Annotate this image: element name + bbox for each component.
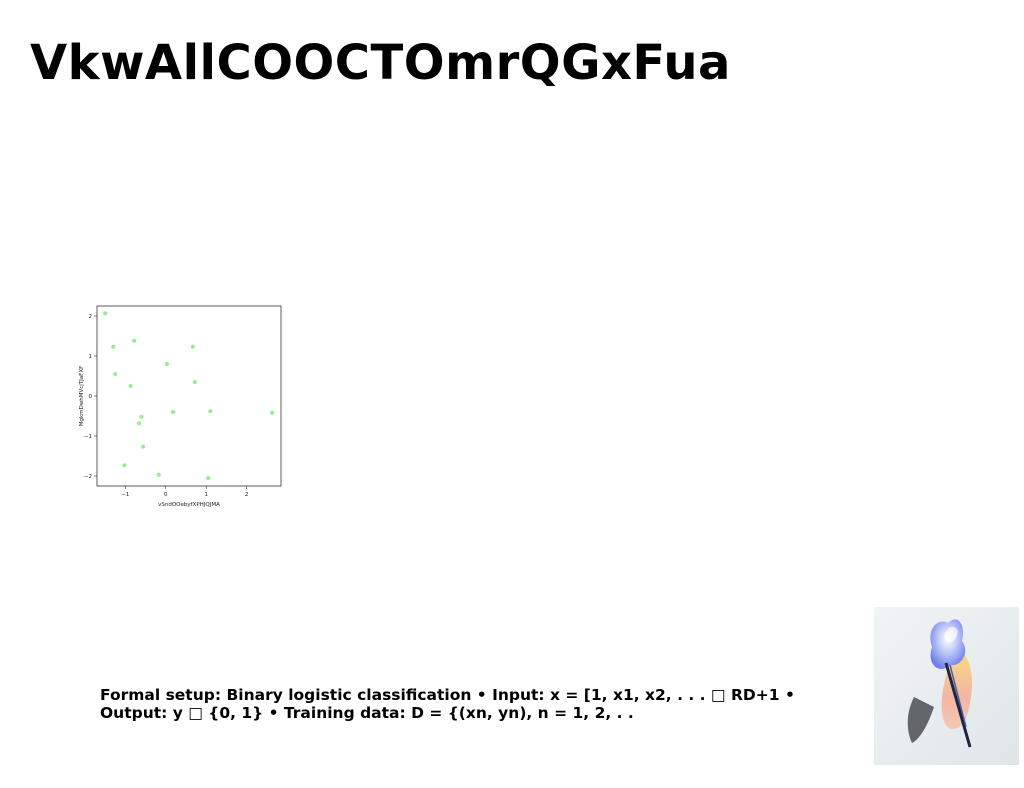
y-tick-label: 2 <box>89 314 93 320</box>
y-tick-label: 0 <box>89 394 93 400</box>
plot-frame <box>96 305 282 487</box>
y-tick-label: −1 <box>84 434 92 440</box>
scatter-chart: 2 1 0 −1 −2 −1 0 1 2 vSndOOebyfXPHJQJMA MgkmDwh… <box>72 296 292 512</box>
scatter-point <box>164 362 169 366</box>
x-tick-label: 1 <box>204 492 208 498</box>
data-points <box>103 311 275 480</box>
x-axis-label: vSndOOebyfXPHJQJMA <box>158 502 220 508</box>
scatter-point <box>139 414 144 419</box>
scatter-point <box>113 372 118 376</box>
x-tick-label: 2 <box>245 492 249 498</box>
scatter-point <box>171 410 176 414</box>
scatter-point <box>122 463 127 468</box>
scatter-point <box>208 409 213 414</box>
y-axis: 2 1 0 −1 −2 <box>84 314 97 480</box>
scatter-chart-svg: 2 1 0 −1 −2 −1 0 1 2 vSndOOebyfXPHJQJMA MgkmDwh… <box>79 305 282 508</box>
scatter-point <box>206 476 211 480</box>
scatter-point <box>103 311 108 316</box>
x-tick-label: 0 <box>164 492 168 498</box>
scatter-point <box>192 380 197 384</box>
y-tick-label: −2 <box>84 474 92 480</box>
scatter-point <box>141 444 146 449</box>
scatter-point <box>128 384 133 388</box>
scatter-point <box>132 338 137 343</box>
scatter-point <box>111 344 116 349</box>
x-tick-label: −1 <box>121 492 129 498</box>
paintbrush-photo <box>874 607 1019 765</box>
y-tick-label: 1 <box>89 354 93 360</box>
scatter-point <box>270 410 275 415</box>
slide-title: VkwAllCOOCTOmrQGxFua <box>30 35 731 91</box>
scatter-point <box>190 344 195 349</box>
scatter-point <box>137 421 142 426</box>
formal-setup-caption: Formal setup: Binary logistic classifica… <box>100 686 795 722</box>
x-axis: −1 0 1 2 <box>121 486 248 498</box>
y-axis-label: MgkmDwhMVcjTJaFXF <box>79 366 85 427</box>
paintbrush-photo-icon <box>874 607 1019 765</box>
scatter-point <box>156 472 161 477</box>
